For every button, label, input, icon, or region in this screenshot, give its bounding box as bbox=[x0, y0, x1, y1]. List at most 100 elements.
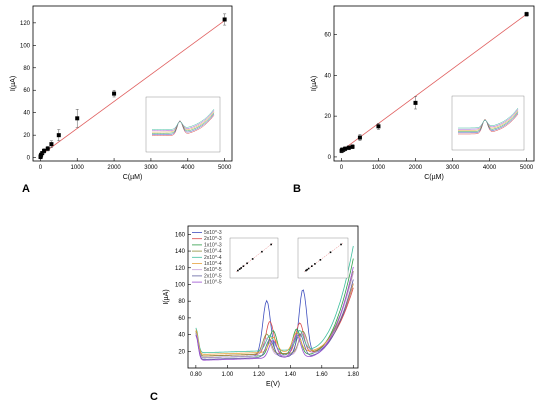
plot-frame bbox=[333, 5, 535, 162]
x-tick-label: 1.20 bbox=[253, 372, 265, 378]
panel-a-chart: 0 1000 2000 3000 4000 5000 0 20 40 60 80 100 120 C(µM… bbox=[10, 5, 233, 181]
x-axis-label: E(V) bbox=[266, 381, 280, 388]
plot-frame bbox=[187, 225, 359, 369]
x-tick-label: 0 bbox=[39, 165, 43, 171]
x-tick-label: 1.80 bbox=[347, 372, 359, 378]
inset-point bbox=[306, 268, 308, 271]
y-tick-label: 60 bbox=[23, 88, 30, 94]
inset-point bbox=[251, 258, 254, 260]
x-tick-label: 1000 bbox=[372, 165, 386, 171]
y-tick-label: 40 bbox=[178, 333, 185, 339]
inset-plot bbox=[297, 237, 349, 279]
y-tick-label: 40 bbox=[324, 73, 331, 79]
inset-point bbox=[237, 269, 239, 272]
data-point bbox=[40, 151, 45, 156]
inset-plot bbox=[229, 237, 279, 279]
legend-entry: 2x10^-3 bbox=[204, 236, 222, 242]
legend-entry: 1x10^-4 bbox=[204, 261, 222, 267]
y-axis-label: I(µA) bbox=[10, 76, 17, 91]
inset-point bbox=[305, 269, 307, 272]
data-point bbox=[376, 124, 381, 129]
legend-entry: 5x10^-4 bbox=[204, 249, 222, 255]
x-tick-label: 3000 bbox=[446, 165, 460, 171]
inset-curve bbox=[152, 108, 215, 130]
panel-b-chart: 0 1000 2000 3000 4000 5000 0 20 40 60 C(µM) I(µA) bbox=[311, 5, 535, 181]
panel-a-label: A bbox=[22, 183, 30, 195]
inset-point bbox=[311, 265, 313, 267]
data-point bbox=[524, 12, 529, 17]
inset-curve bbox=[458, 110, 519, 131]
inset-point bbox=[270, 243, 272, 246]
data-point bbox=[45, 146, 50, 151]
y-tick-label: 20 bbox=[324, 114, 331, 120]
data-point bbox=[49, 142, 54, 147]
y-tick-label: 0 bbox=[328, 155, 332, 161]
data-point bbox=[343, 146, 348, 151]
x-tick-label: 1.60 bbox=[316, 372, 328, 378]
inset-point bbox=[261, 250, 263, 253]
x-tick-label: 4000 bbox=[483, 165, 497, 171]
data-point bbox=[357, 135, 362, 140]
data-point bbox=[413, 100, 418, 105]
inset-point bbox=[238, 268, 241, 270]
panel-b-label: B bbox=[293, 183, 301, 195]
series-curve bbox=[195, 279, 354, 360]
x-tick-label: 3000 bbox=[144, 165, 158, 171]
x-tick-label: 1.00 bbox=[222, 372, 234, 378]
series-curve bbox=[195, 272, 354, 359]
data-point bbox=[56, 133, 61, 138]
fit-line bbox=[341, 13, 527, 152]
y-tick-label: 40 bbox=[23, 111, 30, 117]
inset-curve bbox=[458, 111, 519, 132]
inset-point bbox=[340, 243, 342, 246]
inset-fit-line bbox=[235, 242, 274, 273]
legend-entry: 5x10^-5 bbox=[204, 267, 222, 273]
data-point bbox=[42, 148, 47, 153]
inset-point bbox=[329, 251, 332, 254]
y-tick-label: 0 bbox=[27, 156, 31, 162]
x-axis-label: C(µM) bbox=[424, 174, 444, 181]
legend-entry: 1x10^-5 bbox=[204, 280, 222, 286]
inset-curve bbox=[152, 110, 215, 132]
x-tick-label: 5000 bbox=[520, 165, 534, 171]
inset-point bbox=[240, 267, 242, 269]
panel-c-label: C bbox=[150, 391, 158, 403]
legend-entry: 5x10^-3 bbox=[204, 230, 222, 236]
x-tick-label: 0.80 bbox=[190, 372, 202, 378]
y-tick-label: 100 bbox=[20, 43, 31, 49]
data-point bbox=[75, 116, 80, 121]
y-tick-label: 120 bbox=[20, 21, 31, 27]
y-tick-label: 20 bbox=[178, 349, 185, 355]
data-point bbox=[222, 17, 227, 22]
fit-line bbox=[40, 20, 225, 156]
data-point bbox=[112, 91, 117, 96]
inset-curve bbox=[152, 111, 215, 133]
x-tick-label: 2000 bbox=[107, 165, 121, 171]
series-curve bbox=[195, 283, 354, 355]
y-tick-label: 60 bbox=[324, 33, 331, 39]
inset-point bbox=[307, 267, 310, 270]
inset-plot bbox=[451, 95, 525, 151]
y-tick-label: 80 bbox=[23, 66, 30, 72]
x-axis-label: C(µM) bbox=[123, 174, 143, 181]
series-curve bbox=[195, 283, 354, 359]
y-tick-label: 140 bbox=[175, 249, 186, 255]
legend-entry: 2x10^-4 bbox=[204, 255, 222, 261]
inset-plot bbox=[145, 96, 221, 153]
y-tick-label: 100 bbox=[175, 282, 186, 288]
legend: 5x10^-32x10^-31x10^-35x10^-42x10^-41x10^… bbox=[192, 230, 222, 286]
inset-curve bbox=[458, 109, 519, 130]
y-tick-label: 60 bbox=[178, 316, 185, 322]
y-tick-label: 160 bbox=[175, 232, 186, 238]
series-curve bbox=[195, 266, 354, 361]
inset-curve bbox=[152, 112, 215, 134]
data-point bbox=[350, 144, 355, 149]
y-tick-label: 80 bbox=[178, 299, 185, 305]
y-axis-label: I(µA) bbox=[163, 289, 170, 304]
y-axis-label: I(µA) bbox=[311, 76, 318, 91]
x-tick-label: 1000 bbox=[71, 165, 85, 171]
legend-entry: 2x10^-5 bbox=[204, 273, 222, 279]
plot-frame bbox=[32, 5, 233, 162]
data-point bbox=[346, 145, 351, 150]
y-tick-label: 20 bbox=[23, 133, 30, 139]
